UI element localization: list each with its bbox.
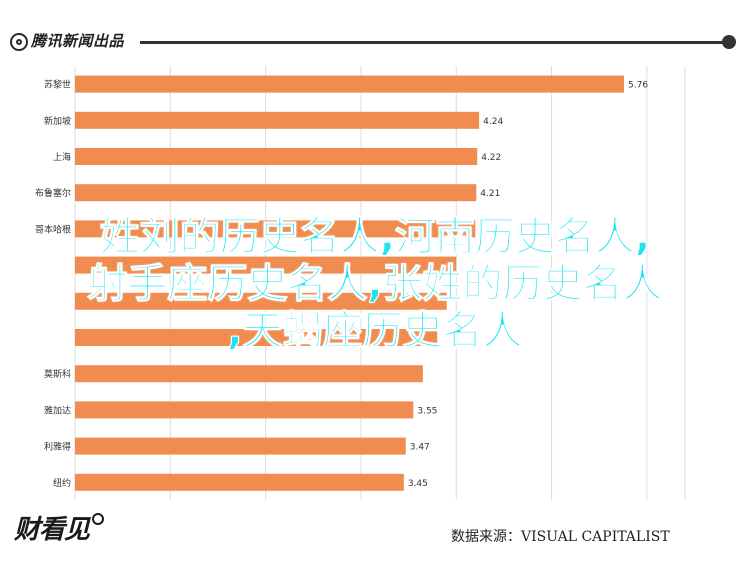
bar: [75, 401, 414, 419]
header-divider: [140, 41, 728, 44]
category-label: 上海: [53, 151, 71, 163]
footer-logo-text: 财看见: [14, 515, 90, 545]
brand-name: 腾讯新闻: [31, 32, 94, 50]
bar-chart: 0246苏黎世5.76新加坡4.24上海4.22布鲁塞尔4.21哥本哈根莫斯科雅…: [35, 66, 686, 500]
bar: [75, 256, 457, 274]
bar: [75, 148, 478, 165]
value-label: 4.21: [480, 189, 500, 199]
overlay-line-3: ,天蝎座历史名人: [227, 308, 523, 355]
overlay-title: 姓刘的历史名人,河南历史名人, 射手座历史名人,张姓的历史名人 ,天蝎座历史名人: [10, 214, 740, 355]
value-label: 3.55: [417, 406, 437, 416]
overlay-line-2: 射手座历史名人,张姓的历史名人: [87, 261, 663, 308]
bar: [75, 111, 480, 129]
value-label: 4.24: [483, 117, 503, 127]
value-label: 4.22: [481, 153, 501, 163]
category-label: 利雅得: [44, 441, 71, 453]
bar: [75, 75, 624, 93]
category-label: 雅加达: [44, 404, 71, 416]
category-label: 苏黎世: [44, 79, 71, 91]
category-label: 纽约: [53, 477, 71, 489]
data-source: 数据来源：VISUAL CAPITALIST: [451, 529, 670, 545]
header-dot-icon: [722, 35, 736, 49]
tencent-news-logo-icon: [10, 33, 28, 51]
bar: [75, 184, 477, 202]
bar: [75, 365, 423, 383]
value-label: 3.45: [408, 479, 428, 489]
value-label: 5.76: [628, 81, 648, 91]
value-label: 3.47: [410, 443, 430, 453]
header: 腾讯新闻出品: [0, 0, 750, 70]
bar: [75, 292, 447, 310]
category-label: 莫斯科: [44, 368, 71, 380]
bar: [75, 329, 438, 346]
footer-logo: 财看见: [14, 505, 104, 545]
brand-logo: 腾讯新闻出品: [31, 30, 124, 51]
brand-suffix: 出品: [93, 32, 125, 50]
category-label: 布鲁塞尔: [35, 187, 71, 199]
category-label: 新加坡: [44, 115, 71, 127]
bar: [75, 437, 406, 455]
category-label: 哥本哈根: [35, 223, 71, 235]
bar: [75, 473, 404, 491]
bar: [75, 220, 476, 238]
overlay-line-1: 姓刘的历史名人,河南历史名人,: [99, 214, 651, 261]
footer-logo-circle-icon: [92, 513, 104, 525]
